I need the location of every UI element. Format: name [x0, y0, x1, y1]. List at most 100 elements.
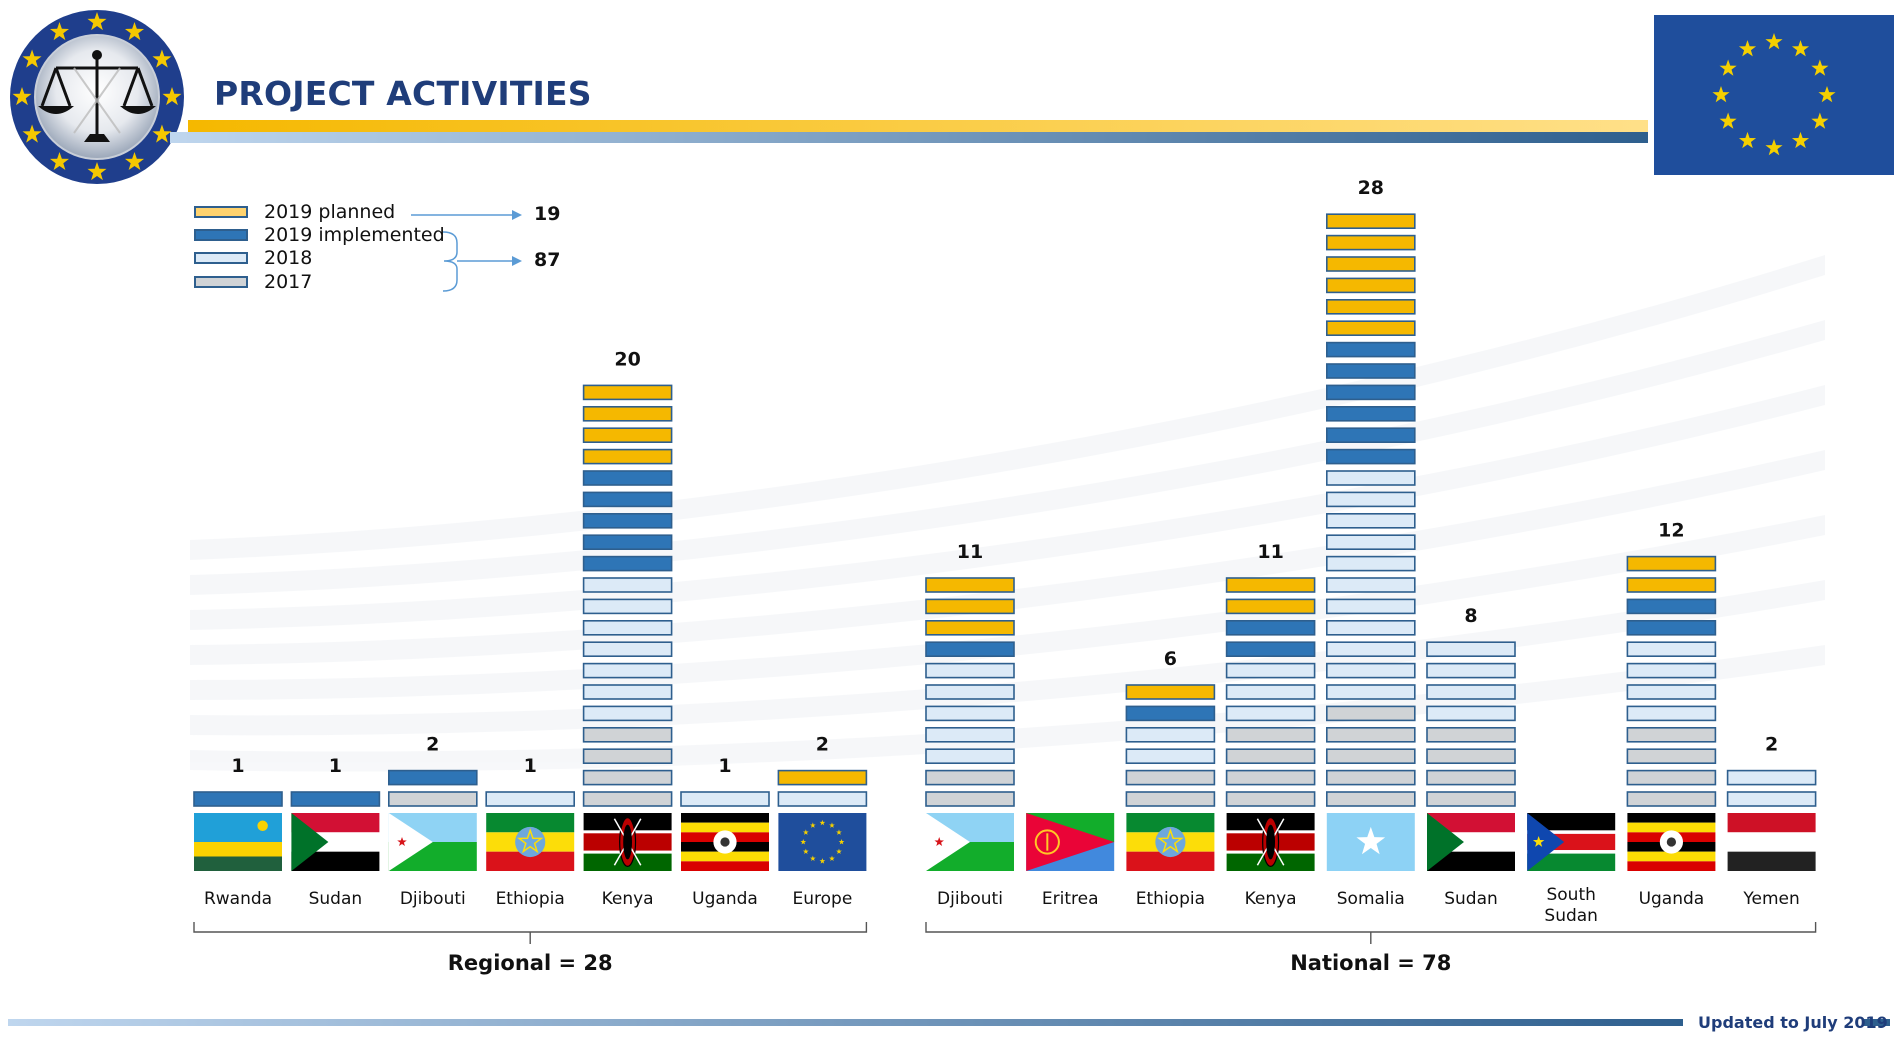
bar-block-planned: [925, 619, 1015, 636]
uganda-flag-icon: [681, 813, 769, 871]
star-icon: [1738, 131, 1757, 149]
bar-block-y2018: [582, 577, 673, 593]
kenya-flag-icon: [1226, 813, 1315, 871]
header-divider-bars: [170, 120, 1648, 143]
legend-swatch-implemented: [194, 229, 248, 241]
bar-block-implemented: [1326, 384, 1416, 401]
bar-ethiopia: 6 Ethiopia: [1125, 648, 1216, 909]
bar-block-y2018: [925, 748, 1015, 765]
bar-block-implemented: [1125, 705, 1216, 722]
bar-total-label: 2: [1765, 734, 1778, 756]
bar-block-y2018: [1326, 641, 1416, 658]
legend-item-2017: 2017: [194, 271, 514, 293]
bar-block-planned: [1326, 298, 1416, 315]
bar-block-y2017: [1225, 748, 1316, 765]
bar-total-label: 28: [1358, 177, 1384, 199]
bar-total-label: 2: [816, 734, 829, 756]
category-label: Sudan: [309, 889, 363, 909]
bar-block-y2018: [582, 684, 673, 700]
bar-block-planned: [1326, 320, 1416, 337]
uganda-flag-icon: [1627, 813, 1716, 871]
legend-label: 2017: [264, 271, 313, 293]
bar-block-implemented: [387, 769, 478, 786]
planned-total: 19: [534, 203, 561, 225]
star-icon: [1811, 112, 1829, 129]
category-label: Uganda: [692, 889, 758, 909]
bar-block-implemented: [582, 491, 673, 508]
bar-block-implemented: [1326, 363, 1416, 379]
sudan-flag-icon: [291, 813, 380, 871]
bar-block-y2017: [1626, 769, 1717, 786]
bar-total-label: 1: [329, 755, 342, 777]
somalia-flag-icon: [1326, 813, 1415, 871]
bar-total-label: 1: [524, 755, 537, 777]
bar-block-y2018: [582, 598, 673, 615]
eu-flag-icon: [778, 813, 867, 871]
eu-flag-icon: [1654, 15, 1894, 175]
star-icon: [22, 124, 42, 143]
scales-of-justice-icon: [10, 10, 184, 184]
star-icon: [1712, 86, 1730, 103]
bar-sudan: 8 Sudan: [1426, 605, 1516, 909]
bar-block-y2017: [1326, 748, 1416, 765]
bar-block-y2018: [1326, 491, 1416, 508]
bar-block-y2018: [1326, 555, 1416, 572]
bar-block-y2017: [1626, 726, 1717, 743]
bar-block-y2018: [1225, 705, 1316, 722]
category-label: Kenya: [1245, 889, 1297, 909]
bar-europe: 2 Europe: [777, 734, 868, 909]
ethiopia-flag-icon: [486, 813, 575, 871]
legend-label: 2018: [264, 247, 313, 269]
bar-block-y2018: [582, 641, 673, 658]
category-label: Yemen: [1742, 889, 1799, 909]
bar-block-planned: [582, 427, 673, 444]
bar-block-planned: [582, 448, 673, 465]
bar-block-implemented: [582, 470, 673, 486]
bar-block-planned: [582, 384, 673, 401]
category-label: Sudan: [1544, 906, 1598, 926]
group-bracket: [925, 922, 1817, 944]
bar-block-y2018: [925, 726, 1015, 743]
category-label: Ethiopia: [1136, 889, 1205, 909]
bar-block-y2018: [1426, 641, 1516, 658]
bar-block-y2018: [1626, 684, 1717, 700]
bar-block-implemented: [1326, 341, 1416, 358]
bar-block-y2018: [1626, 641, 1717, 658]
bar-block-planned: [1225, 577, 1316, 593]
bar-block-y2018: [1326, 470, 1416, 486]
star-icon: [49, 22, 70, 41]
star-icon: [87, 162, 107, 181]
bar-block-y2017: [1426, 726, 1516, 743]
legend-label: 2019 planned: [264, 201, 396, 223]
bar-block-y2018: [1125, 726, 1216, 743]
category-label: Sudan: [1444, 889, 1498, 909]
category-label: Somalia: [1337, 889, 1405, 909]
bar-block-y2017: [1626, 748, 1717, 765]
legend-item-implemented: 2019 implemented: [194, 224, 514, 246]
bar-block-y2017: [1225, 791, 1316, 807]
bar-yemen: 2 Yemen: [1726, 734, 1817, 909]
bar-block-y2018: [1626, 705, 1717, 722]
category-label: Ethiopia: [496, 889, 565, 909]
legend-swatch-planned: [194, 206, 248, 218]
rwanda-flag-icon: [194, 813, 282, 871]
bar-block-implemented: [1225, 619, 1316, 636]
star-icon: [1765, 139, 1783, 156]
bar-uganda: 1 Uganda: [680, 755, 770, 909]
bar-block-y2017: [387, 791, 478, 807]
legend-label: 2019 implemented: [264, 224, 445, 246]
eritrea-flag-icon: [1026, 813, 1115, 871]
category-label: Europe: [793, 889, 853, 909]
bar-block-y2018: [680, 791, 770, 807]
bar-block-y2018: [1125, 748, 1216, 765]
bar-block-y2017: [1225, 769, 1316, 786]
bar-block-y2017: [1426, 791, 1516, 807]
bar-block-y2017: [1125, 769, 1216, 786]
bar-block-implemented: [1626, 598, 1717, 615]
bar-eritrea: Eritrea: [1026, 813, 1115, 909]
bar-sudan: 1 Sudan: [290, 755, 381, 909]
star-icon: [124, 22, 145, 41]
bar-block-implemented: [582, 555, 673, 572]
